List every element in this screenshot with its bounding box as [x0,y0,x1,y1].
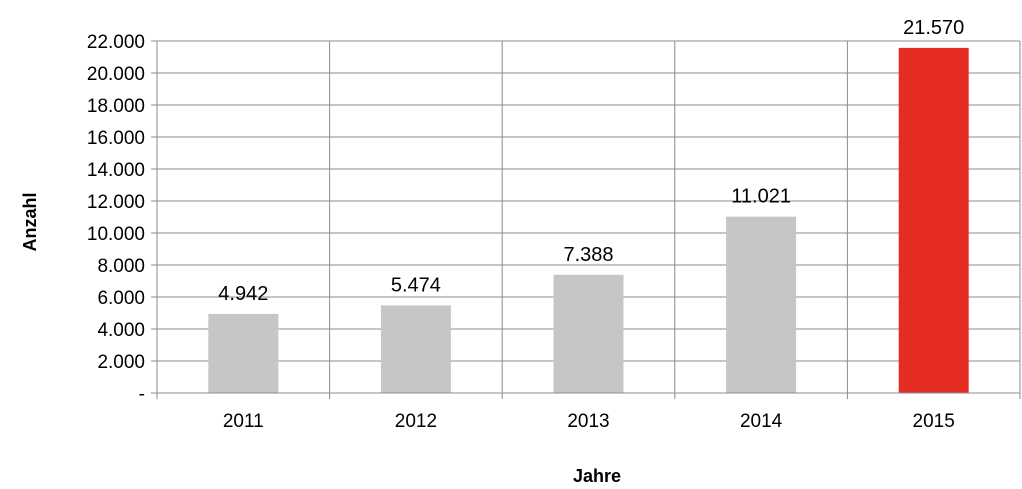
bar-2015 [898,47,969,393]
y-tick-label: 12.000 [87,192,145,213]
bar-2012 [380,305,451,393]
data-label: 5.474 [391,274,441,296]
data-label: 4.942 [218,283,268,305]
x-tick-label: 2012 [395,411,437,432]
y-tick-label: 16.000 [87,128,145,149]
data-label: 11.021 [731,186,791,208]
x-tick-label: 2014 [740,411,783,432]
bar-2013 [553,274,624,393]
x-axis-title: Jahre [573,466,621,486]
y-tick-label: 10.000 [87,224,145,245]
y-tick-label: 14.000 [87,160,145,181]
bar-2011 [208,313,279,393]
y-tick-label: 2.000 [97,352,145,373]
bars [208,47,969,393]
y-tick-label: 6.000 [97,288,145,309]
x-tick-label: 2011 [223,411,264,432]
data-label: 7.388 [563,244,613,266]
x-tick-label: 2013 [567,411,609,432]
data-label: 21.570 [903,17,964,39]
bar-2014 [726,216,797,393]
y-tick-label: 4.000 [97,320,145,341]
y-tick-label: 20.000 [87,64,145,85]
x-tick-label: 2015 [913,411,955,432]
data-labels: 4.942 5.474 7.388 11.021 21.570 [218,17,964,305]
y-tick-label: - [139,384,145,405]
y-tick-label: 22.000 [87,32,145,53]
axes: - 2.000 4.000 6.000 8.000 10.000 12.000 14.000 1… [87,32,1020,432]
y-tick-label: 8.000 [97,256,145,277]
y-tick-label: 18.000 [87,96,145,117]
y-axis-title: Anzahl [20,192,40,251]
